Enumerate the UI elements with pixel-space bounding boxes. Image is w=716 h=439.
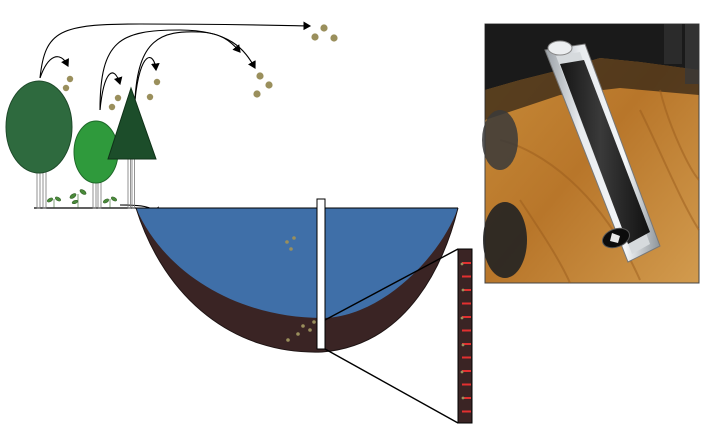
pollen-grain-icon bbox=[461, 288, 465, 292]
pollen-grain-icon bbox=[312, 320, 316, 324]
pollen-grain-icon bbox=[108, 103, 116, 111]
dispersal-arrow-long bbox=[39, 21, 312, 79]
core-layer-mark bbox=[462, 356, 471, 359]
core-projection-lines bbox=[324, 248, 459, 424]
tree-conifer bbox=[107, 86, 157, 209]
pollen-grain-icon bbox=[289, 247, 293, 251]
core-layer-marks bbox=[462, 262, 471, 413]
pollen-grain-icon bbox=[460, 316, 464, 320]
tree-deciduous-large bbox=[5, 80, 73, 209]
pollen-grain-icon bbox=[114, 94, 122, 102]
pollen-grain-icon bbox=[253, 90, 261, 98]
dispersal-arrow-short3 bbox=[134, 56, 160, 101]
sediment-core-section bbox=[457, 248, 473, 424]
core-photo bbox=[482, 23, 700, 284]
pollen-grain-icon bbox=[320, 24, 328, 32]
pollen-grain-icon bbox=[461, 343, 465, 347]
pollen-dispersal-arrows bbox=[39, 21, 312, 215]
pollen-grain-icon bbox=[62, 84, 70, 92]
core-layer-mark bbox=[462, 275, 471, 278]
pollen-grains-air bbox=[62, 24, 338, 111]
core-layer-mark bbox=[462, 262, 471, 264]
dispersal-arrow-mid bbox=[99, 29, 256, 111]
pollen-grain-icon bbox=[301, 324, 305, 328]
core-layer-mark bbox=[462, 383, 471, 386]
pollen-grains-lake bbox=[285, 236, 316, 342]
dispersal-arrow-short1 bbox=[39, 56, 69, 79]
sediment-core-icon bbox=[457, 248, 473, 424]
dispersal-arrow-short2 bbox=[99, 72, 123, 111]
pollen-grain-icon bbox=[311, 33, 319, 41]
pollen-grain-icon bbox=[153, 78, 161, 86]
core-layer-mark bbox=[462, 302, 471, 305]
pollen-grain-icon bbox=[460, 262, 464, 266]
tree-deciduous-small bbox=[73, 120, 119, 209]
seedling-icon bbox=[69, 189, 87, 208]
conifer-icon bbox=[107, 86, 157, 160]
core-pollen-dots bbox=[460, 262, 465, 400]
seedling-icon bbox=[46, 196, 62, 208]
core-layer-mark bbox=[462, 410, 471, 413]
pollen-grain-icon bbox=[265, 81, 273, 89]
lake-basin bbox=[135, 207, 459, 353]
pollen-grain-icon bbox=[146, 93, 154, 101]
tree-icon bbox=[5, 80, 73, 174]
pollen-grain-icon bbox=[292, 236, 296, 240]
core-layer-mark bbox=[462, 397, 471, 399]
pollen-grain-icon bbox=[308, 328, 312, 332]
pollen-grain-icon bbox=[286, 338, 290, 342]
pollen-grain-icon bbox=[461, 396, 465, 400]
core-layer-mark bbox=[462, 316, 471, 318]
pollen-grain-icon bbox=[285, 240, 289, 244]
dispersal-arrow-conifer bbox=[134, 31, 241, 101]
seedlings bbox=[46, 189, 118, 208]
pollen-grain-icon bbox=[296, 332, 300, 336]
pollen-grain-icon bbox=[256, 72, 264, 80]
core-layer-mark bbox=[462, 370, 471, 372]
lake-water bbox=[136, 208, 458, 318]
core-layer-mark bbox=[462, 343, 471, 345]
pollen-grain-icon bbox=[460, 370, 464, 374]
seedling-icon bbox=[102, 196, 118, 208]
core-layer-mark bbox=[462, 329, 471, 332]
coring-tube bbox=[316, 198, 326, 350]
pollen-grain-icon bbox=[66, 75, 74, 83]
pollen-grain-icon bbox=[330, 34, 338, 42]
core-layer-mark bbox=[462, 289, 471, 291]
